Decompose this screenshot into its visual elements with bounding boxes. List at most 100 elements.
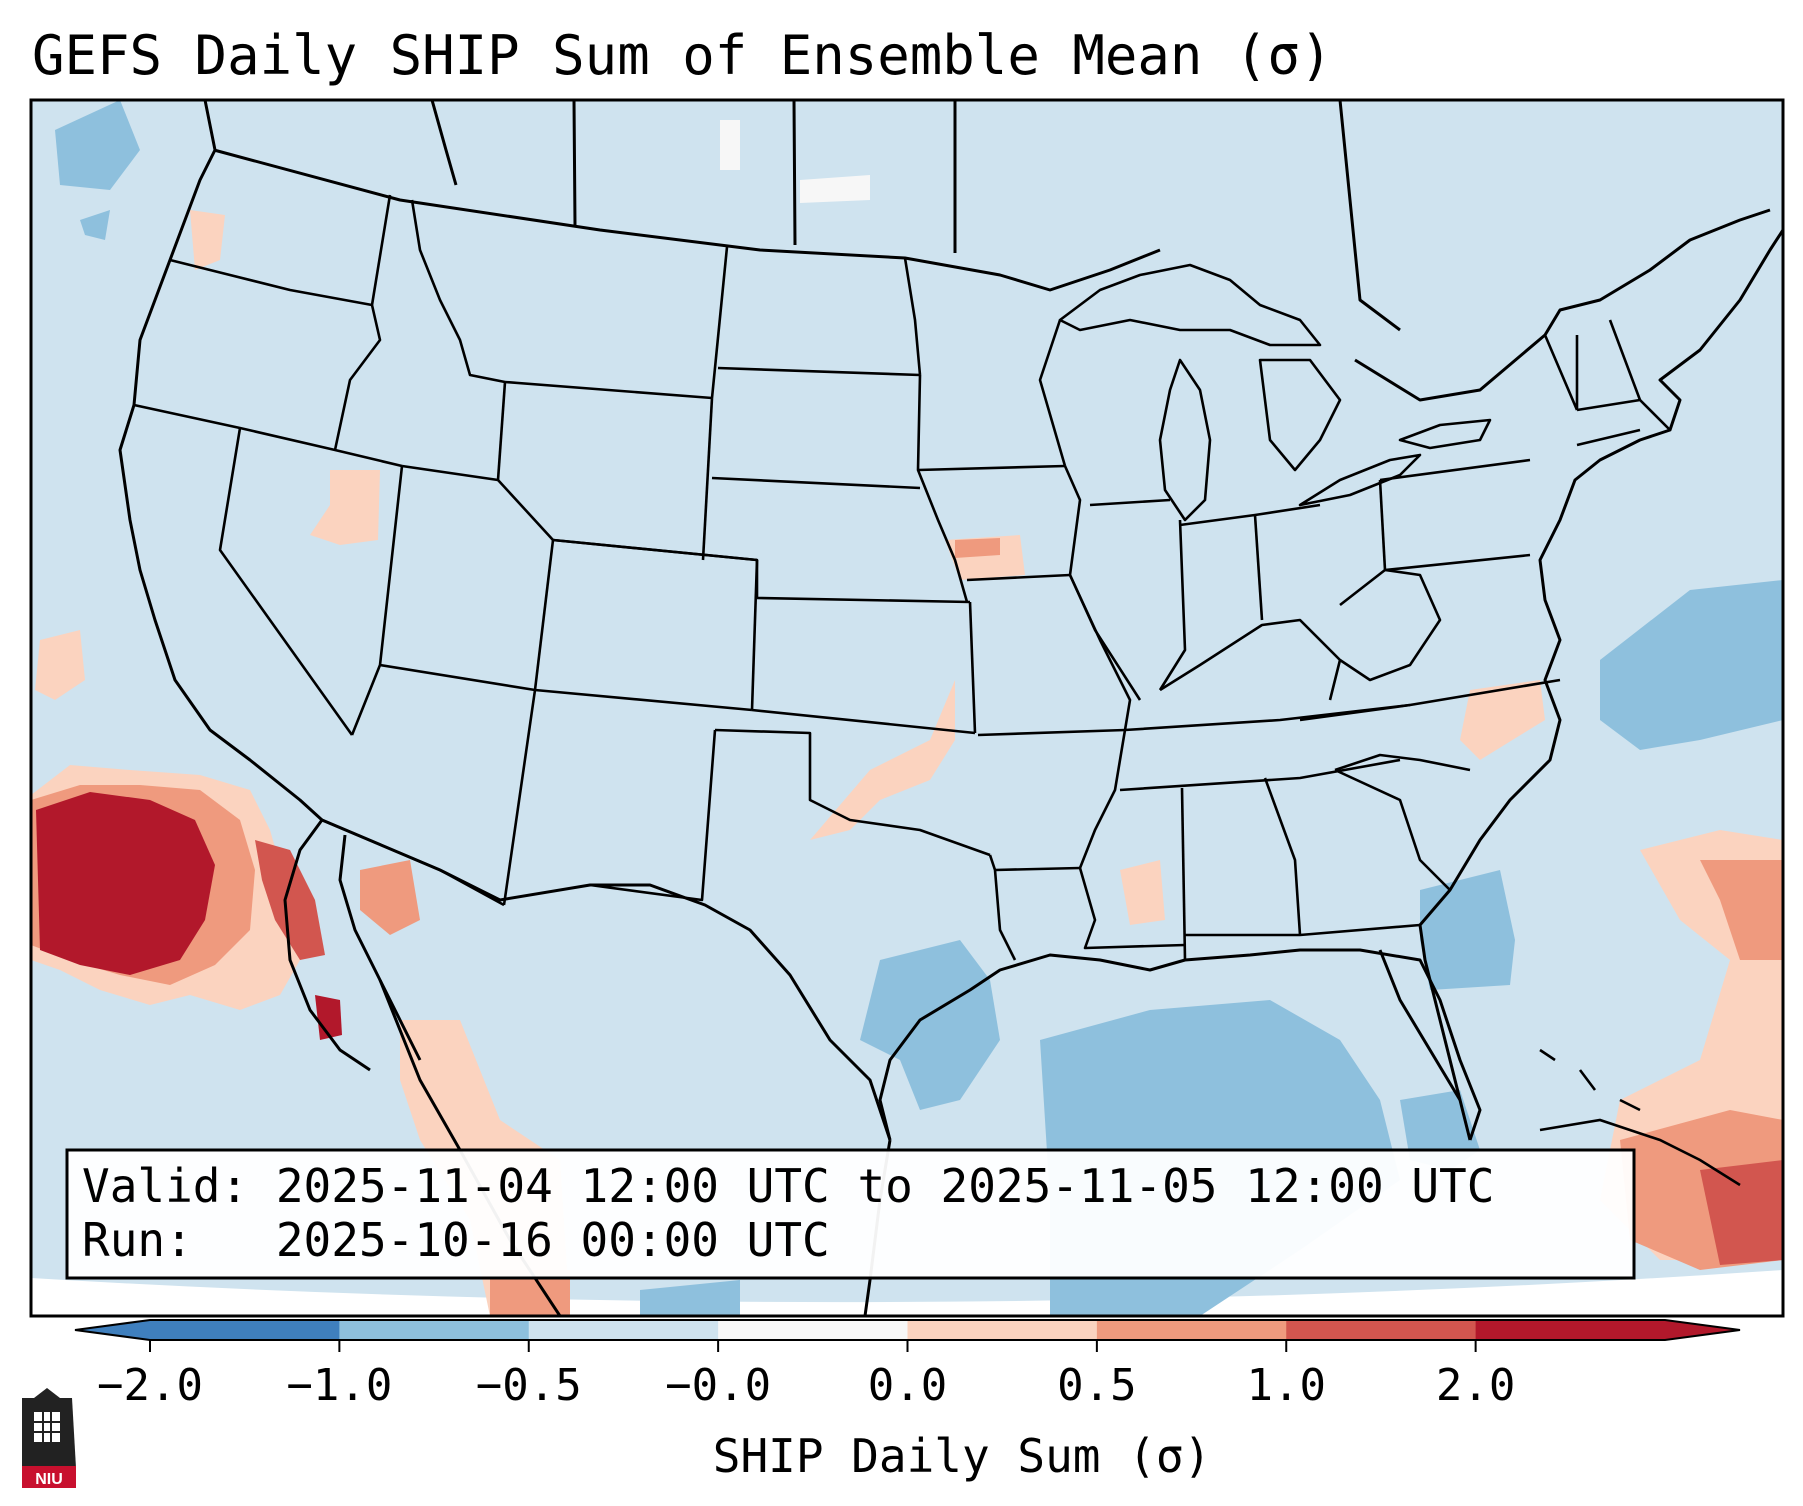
colorbar-label: SHIP Daily Sum (σ) (713, 1429, 1212, 1483)
anomaly-gulf-neg (860, 940, 1000, 1110)
border-nd-sd (717, 366, 921, 377)
border-ms-tn-ar (1078, 729, 1127, 869)
border-canada-provinces (430, 100, 1401, 332)
anomaly-mexico-neg (640, 1280, 740, 1316)
info-box: Valid: 2025-11-04 12:00 UTC to 2025-11-0… (65, 1148, 1636, 1280)
border-wa-id (370, 194, 392, 306)
border-oh-pa (1378, 479, 1387, 571)
border-ar-la (994, 866, 1081, 872)
border-ne-ks (756, 596, 971, 604)
anomaly-baja-south (315, 995, 342, 1040)
colorbar-outline (74, 1319, 1741, 1341)
border-wa-or (169, 258, 373, 307)
run-time-text: Run: 2025-10-16 00:00 UTC (82, 1213, 830, 1267)
border-us-canada-east (1354, 208, 1771, 402)
anomaly-oklahoma (810, 680, 955, 840)
lake-huron (1258, 358, 1342, 472)
lake-superior (1058, 263, 1322, 347)
border-mi-in-oh (1179, 503, 1321, 527)
info-box-background (65, 1148, 1636, 1280)
valid-time-text: Valid: 2025-11-04 12:00 UTC to 2025-11-0… (82, 1159, 1494, 1213)
anomaly-baja (255, 840, 325, 960)
coastlines (118, 100, 1783, 1316)
state-borders (133, 194, 1671, 961)
anomaly-atlantic-pos2 (1700, 860, 1783, 960)
border-mo-ar (977, 728, 1126, 737)
border-nv-ca (218, 427, 354, 736)
logo-window (34, 1412, 60, 1442)
border-ks-mo (968, 601, 977, 734)
border-us-mexico (321, 818, 892, 1141)
colorbar-swatch (528, 1320, 719, 1340)
border-id-wy (496, 381, 507, 481)
border-pa-ny (1379, 458, 1531, 482)
anomaly-mexico-coast2 (490, 1270, 570, 1316)
border-ky-north (1159, 618, 1342, 701)
map-frame (29, 98, 1785, 1318)
colorbar: −2.0 −1.0 −0.5 −0.0 0.0 0.5 1.0 2.0 (74, 1319, 1741, 1411)
coast-atlantic (1418, 229, 1783, 1141)
projection-edge (31, 1270, 1783, 1316)
border-mt-dakotas (710, 246, 729, 399)
coast-baja (283, 819, 371, 1072)
border-ut-az (379, 663, 536, 692)
anomaly-pacific-nw-neg2 (80, 210, 110, 240)
border-pa-south (1384, 553, 1531, 572)
niu-logo: NIU (22, 1388, 76, 1488)
border-id-nv-ut (401, 464, 499, 482)
anomaly-carolinas (1460, 680, 1545, 760)
border-mn-ia (917, 464, 1066, 472)
coast-gulf-california (338, 834, 422, 1061)
anomaly-oregon-coast (190, 210, 225, 270)
colorbar-swatch (907, 1320, 1098, 1340)
colorbar-swatch (339, 1320, 530, 1340)
colorbar-extend-max (1665, 1320, 1740, 1340)
colorbar-swatch (150, 1320, 340, 1340)
border-sd-mn-ia (916, 374, 969, 603)
border-nm-tx (589, 729, 717, 902)
border-nd-mn (903, 257, 922, 376)
border-id-mt (410, 199, 506, 384)
border-or-id (333, 304, 382, 451)
colorbar-extend-min (75, 1320, 150, 1340)
anomaly-canada-white (800, 175, 870, 203)
islands (1539, 1048, 1741, 1187)
border-al-ga (1263, 777, 1302, 936)
colorbar-tick-label: 0.0 (868, 1360, 947, 1411)
anomaly-atlantic-neg (1600, 580, 1783, 750)
anomaly-caribbean-core (1700, 1160, 1783, 1265)
border-la-ms (1078, 867, 1186, 950)
border-wi-il (1089, 498, 1171, 507)
colorbar-tick-label: 1.0 (1247, 1360, 1326, 1411)
coast-gulf (878, 948, 1482, 1141)
logo-banner (22, 1466, 76, 1488)
border-ms-al (1180, 787, 1187, 961)
border-az-nm (502, 689, 537, 906)
colorbar-tick-label: −0.0 (665, 1360, 771, 1411)
colorbar-swatch (1475, 1320, 1666, 1340)
coast-pacific (118, 100, 324, 822)
border-tx-la (988, 854, 1017, 961)
border-in-oh (1253, 514, 1264, 621)
border-ga-fl (1185, 923, 1421, 937)
colorbar-tick-label: −0.5 (476, 1360, 582, 1411)
border-new-england (1576, 398, 1671, 447)
colorbar-tick-label: −1.0 (286, 1360, 392, 1411)
colorbar-tick-label: 0.5 (1057, 1360, 1136, 1411)
border-ia-mo (966, 573, 1071, 582)
border-ok-tx (714, 728, 991, 857)
colorbar-tick-label: 2.0 (1436, 1360, 1515, 1411)
lake-erie (1298, 453, 1422, 507)
anomaly-pacific-nw (35, 630, 85, 700)
island-bahamas (1539, 1048, 1641, 1112)
border-mo-east (1068, 574, 1132, 731)
border-il-in (1158, 519, 1187, 691)
coast-florida-west (1378, 949, 1462, 1101)
anomaly-nevada (310, 470, 380, 545)
logo-window-grid (34, 1412, 60, 1442)
logo-tower-top (34, 1388, 60, 1398)
border-ks-ok (751, 708, 976, 735)
anomaly-mississippi (1120, 860, 1165, 925)
border-tn-south (1119, 758, 1401, 792)
